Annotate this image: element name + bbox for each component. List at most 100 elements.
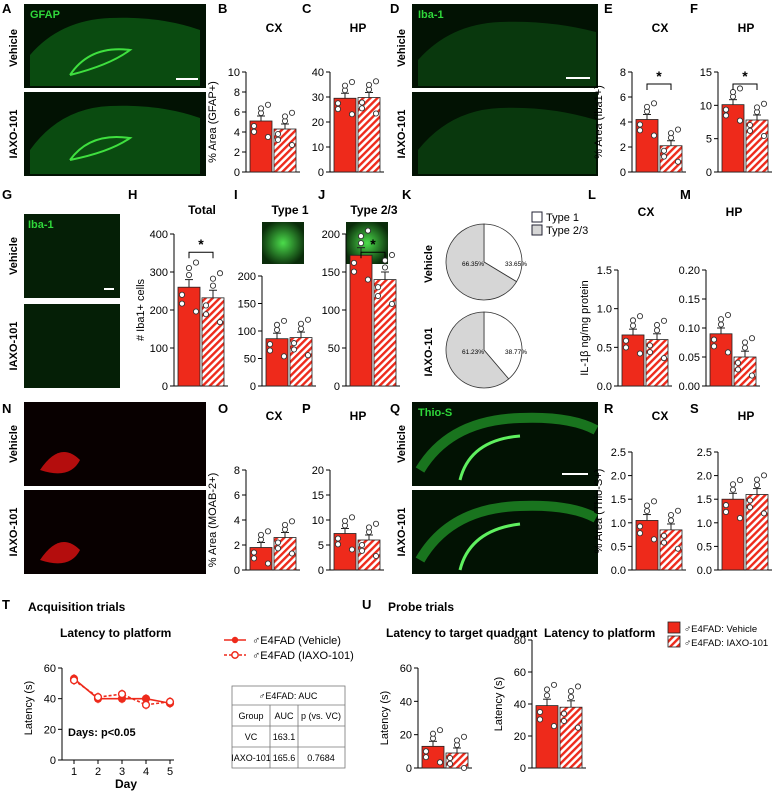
pie-legend: Type 1 Type 2/3: [531, 211, 588, 237]
y-tick-label: 30: [312, 92, 324, 104]
data-point: [710, 336, 718, 343]
panel-letter-r: R: [604, 401, 614, 416]
legend-swatch-icon: [231, 636, 239, 644]
data-point: [629, 322, 637, 329]
panel-letter-j: J: [318, 187, 325, 202]
data-point: [660, 317, 668, 324]
data-point: [674, 545, 682, 552]
y-tick-label: 0: [234, 565, 240, 577]
y-axis-label: % Area (MOAB-2+): [207, 473, 219, 567]
data-point: [304, 352, 312, 359]
data-point: [374, 292, 382, 300]
pie-legend-type23: Type 2/3: [546, 225, 588, 237]
data-point: [372, 552, 380, 560]
data-point: [288, 518, 296, 525]
data-point: [280, 317, 288, 324]
data-point: [650, 132, 658, 139]
bar-chart-l: 0.0 0.5 1.0 1.5 IL-1β ng/mg protein CX: [579, 205, 672, 393]
data-point: [358, 547, 366, 554]
micro-label-iba1: Iba-1: [418, 9, 444, 21]
y-axis-label: Latency (s): [493, 677, 505, 731]
panel-letter-s: S: [690, 401, 699, 416]
table-cell: 165.6: [273, 753, 296, 763]
data-point: [350, 268, 358, 275]
y-tick-label: 2: [234, 147, 240, 159]
data-point: [365, 81, 373, 88]
y-tick-label: 0: [406, 763, 412, 775]
y-tick-label: 200: [322, 229, 340, 241]
data-point: [209, 282, 217, 289]
panel-letter-n: N: [2, 401, 11, 416]
y-tick-label: 6: [234, 107, 240, 119]
x-tick-label: 1: [71, 766, 77, 778]
t-xlabel: Day: [115, 777, 137, 791]
group-label-iaxo: IAXO-101: [8, 322, 20, 371]
data-point: [560, 717, 568, 725]
y-tick-label: 200: [150, 305, 168, 317]
y-tick-label: 100: [322, 305, 340, 317]
data-point: [674, 158, 682, 165]
data-point: [667, 130, 675, 137]
y-tick-label: 0.0: [697, 565, 712, 577]
y-tick-label: 20: [312, 465, 324, 477]
data-point: [446, 754, 454, 762]
y-tick-label: 400: [150, 229, 168, 241]
data-point: [636, 127, 644, 134]
data-point: [264, 560, 272, 567]
data-point: [290, 340, 298, 347]
bar-chart-u1: 0 20 40 60 Latency (s): [379, 663, 472, 775]
y-tick-label: 0: [620, 167, 626, 179]
panel-letter-c: C: [302, 1, 312, 16]
data-point: [674, 507, 682, 514]
y-tick-label: 6: [620, 92, 626, 104]
bar-chart-r: 0.0 0.5 1.0 1.5 2.0 2.5 % Area (Thio-S+) CX: [593, 409, 686, 577]
y-tick-label: 0.5: [597, 342, 612, 354]
data-point: [185, 271, 193, 279]
data-point: [274, 545, 282, 552]
y-tick-label: 60: [514, 667, 526, 679]
data-point: [436, 759, 444, 766]
x-tick-label: 2: [95, 766, 101, 778]
y-tick-label: 0.0: [611, 565, 626, 577]
panel-letter-m: M: [680, 187, 691, 202]
data-point: [760, 472, 768, 479]
micrograph-thios: Thio-S Vehicle IAXO-101: [396, 402, 599, 574]
x-tick-label: 5: [167, 766, 173, 778]
y-tick-label: 0.5: [697, 541, 712, 553]
chart-title: Total: [188, 203, 216, 217]
data-point: [288, 141, 296, 149]
y-tick-label: 60: [44, 663, 56, 675]
data-point: [358, 541, 366, 549]
legend-swatch-icon: [231, 651, 239, 659]
panel-letter-h: H: [128, 187, 137, 202]
data-point: [250, 128, 258, 135]
y-tick-label: 1.0: [597, 304, 612, 316]
u-header: Probe trials: [388, 600, 454, 614]
y-tick-label: 2.5: [697, 447, 712, 459]
y-tick-label: 4: [620, 117, 626, 129]
y-axis-label: % Area (GFAP+): [207, 81, 219, 163]
bar-chart-u2: 0 20 40 60 80 Latency (s): [493, 635, 586, 775]
bar-chart-o: 0 2 4 6 8 % Area (MOAB-2+) CX: [207, 409, 300, 577]
bar-chart-h: 0 100 200 300 400 # Iba1+ cells Total *: [135, 203, 228, 393]
data-point: [374, 284, 382, 291]
data-point: [560, 710, 568, 717]
y-axis-label: IL-1β ng/mg protein: [579, 280, 591, 376]
data-point: [365, 524, 373, 531]
y-tick-label: 40: [400, 696, 412, 708]
data-point: [274, 539, 282, 546]
data-point: [381, 264, 389, 271]
y-tick-label: 10: [312, 142, 324, 154]
data-point: [674, 126, 682, 133]
y-axis-label: # Iba1+ cells: [135, 278, 147, 341]
significance-star: *: [370, 236, 376, 252]
data-point: [753, 104, 761, 111]
y-tick-label: 8: [234, 465, 240, 477]
data-point: [304, 316, 312, 323]
table-cell: IAXO-101: [231, 753, 271, 763]
legend-swatch-icon: [531, 224, 543, 236]
data-point: [567, 688, 575, 695]
group-label-vehicle: Vehicle: [8, 237, 20, 275]
